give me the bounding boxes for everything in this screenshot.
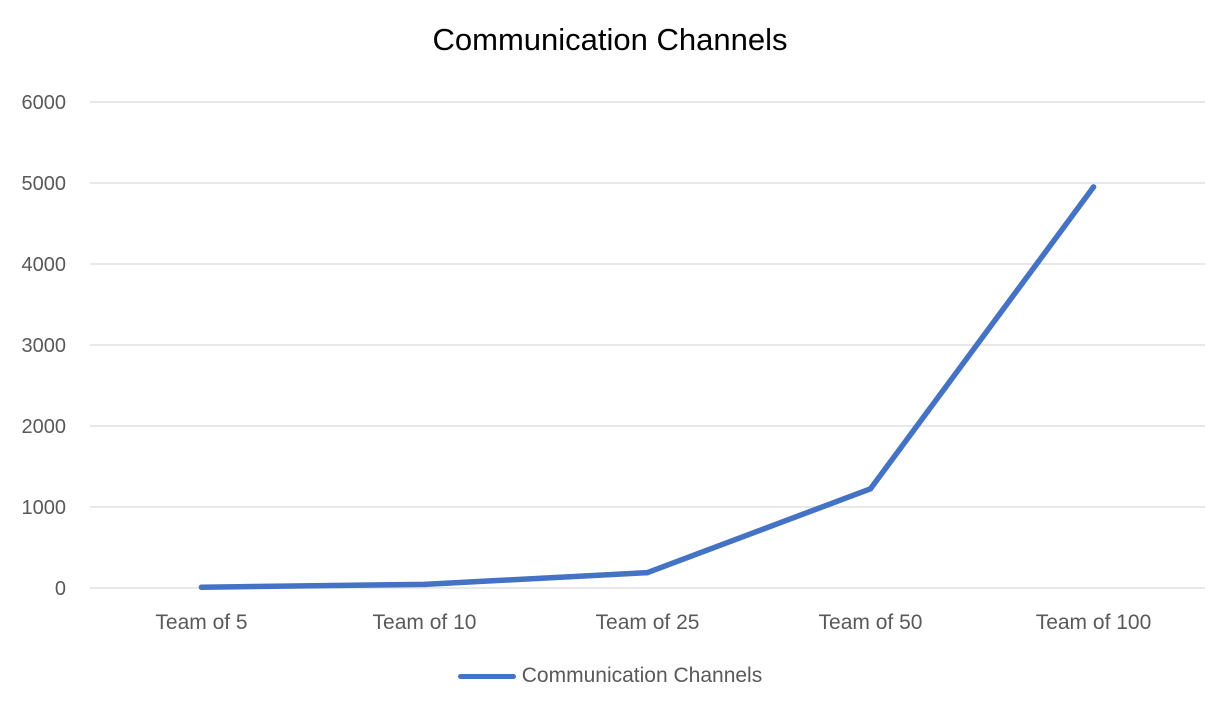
data-point[interactable] [644,569,651,576]
x-axis-tick-labels: Team of 5 Team of 10 Team of 25 Team of 50 T… [155,611,1151,634]
y-tick-label: 4000 [22,254,67,276]
y-tick-label: 3000 [22,335,67,357]
data-point[interactable] [867,486,874,492]
x-tick-label: Team of 5 [155,611,247,634]
legend-item[interactable]: Communication Channels [457,664,763,688]
series-lines [198,184,1097,590]
data-point[interactable] [1090,184,1097,190]
y-tick-label: 1000 [22,497,67,519]
chart-title: Communication Channels [432,22,788,57]
x-tick-label: Team of 100 [1036,611,1152,634]
data-point[interactable] [421,581,428,588]
y-tick-label: 2000 [22,416,67,438]
data-point[interactable] [198,584,205,590]
y-tick-label: 6000 [22,92,67,114]
legend-label: Communication Channels [521,664,763,687]
x-tick-label: Team of 50 [819,611,923,634]
y-axis-tick-labels: 0 1000 2000 3000 4000 5000 6000 [22,92,67,600]
gridlines [90,101,1205,589]
chart-legend: Communication Channels [0,664,1220,688]
x-tick-label: Team of 25 [596,611,700,634]
y-tick-label: 5000 [22,173,67,195]
y-tick-label: 0 [55,578,66,600]
legend-swatch [457,673,516,679]
series-line[interactable] [198,184,1097,590]
x-tick-label: Team of 10 [373,611,477,634]
